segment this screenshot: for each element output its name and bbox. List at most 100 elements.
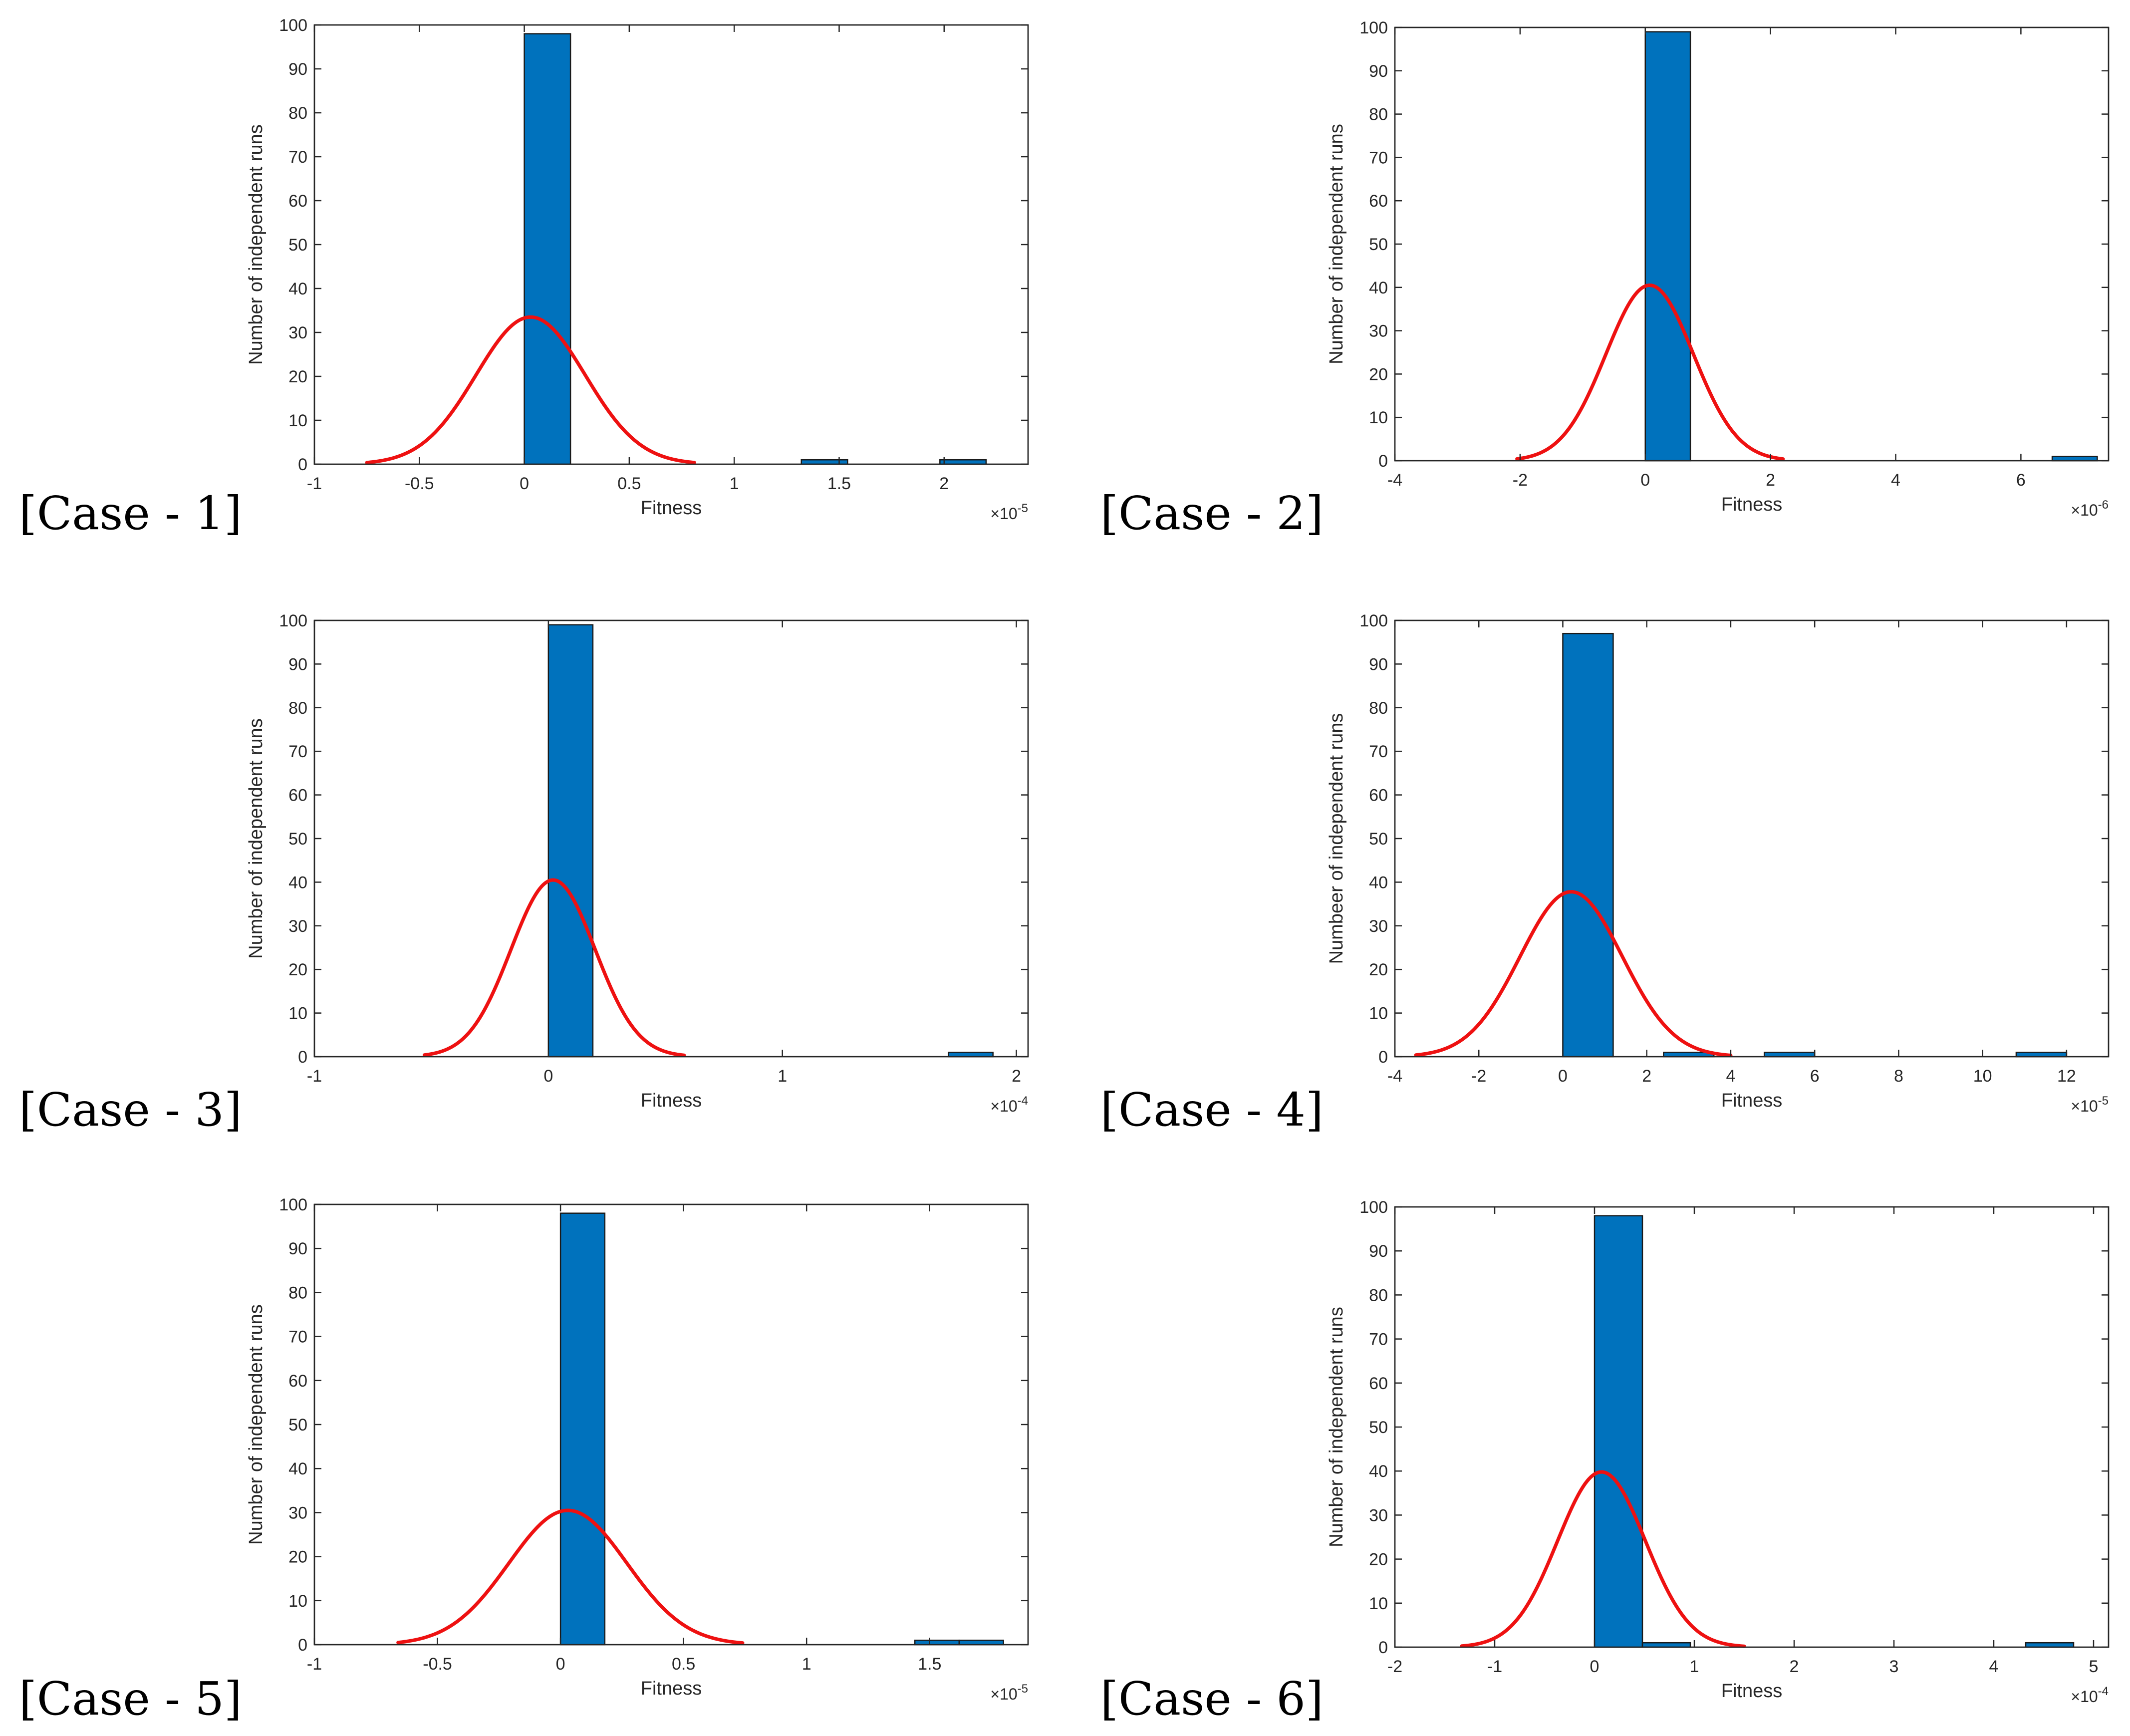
- x-axis-label: Fitness: [1721, 494, 1782, 515]
- y-tick-label: 40: [1369, 873, 1388, 892]
- y-tick-label: 60: [288, 192, 307, 211]
- case-label: [Case - 2]: [1100, 487, 1324, 540]
- y-tick-label: 90: [1369, 655, 1388, 674]
- x-tick-label: 1: [802, 1655, 811, 1674]
- x-axis-exponent: ×10-4: [2071, 1685, 2109, 1706]
- x-tick-label: 0.5: [672, 1655, 695, 1674]
- histogram-bar: [914, 1639, 960, 1646]
- x-tick-label: 0: [543, 1067, 553, 1086]
- y-tick-label: 80: [288, 1283, 307, 1302]
- normal-fit-curve: [422, 878, 686, 1057]
- histogram-bar: [948, 1052, 994, 1058]
- x-tick-label: 1.5: [918, 1655, 941, 1674]
- histogram-bar: [2015, 1052, 2068, 1058]
- y-tick-label: 40: [288, 280, 307, 298]
- y-tick-label: 80: [1369, 699, 1388, 718]
- y-tick-label: 70: [1369, 148, 1388, 167]
- case-label: [Case - 4]: [1100, 1083, 1324, 1137]
- case-label: [Case - 6]: [1100, 1672, 1324, 1726]
- x-tick-label: 0: [520, 474, 529, 493]
- x-axis-exponent: ×10-5: [990, 1682, 1028, 1703]
- y-tick-label: 50: [288, 236, 307, 255]
- y-tick-label: 40: [1369, 279, 1388, 297]
- x-tick-label: 10: [1973, 1067, 1992, 1086]
- chart-case-5: 0 10 20 30 40 50 60 70 80 90 100 -1 -0.5 0 0.5 1 1.5 Fitn…: [246, 1195, 1029, 1703]
- y-tick-label: 100: [1359, 18, 1388, 37]
- y-tick-label: 10: [288, 1004, 307, 1023]
- x-tick-label: 2: [1790, 1657, 1799, 1676]
- y-tick-label: 60: [1369, 786, 1388, 805]
- y-tick-label: 60: [288, 786, 307, 805]
- x-tick-label: 6: [2016, 471, 2026, 490]
- x-tick-label: -0.5: [405, 474, 434, 493]
- histogram-bar: [547, 624, 594, 1058]
- x-tick-label: -1: [307, 1067, 322, 1086]
- y-tick-label: 90: [1369, 62, 1388, 81]
- x-tick-label: 4: [1891, 471, 1900, 490]
- y-axis-label: Number of independent runs: [246, 124, 266, 365]
- histogram-bar: [1644, 31, 1691, 462]
- histogram-bar: [800, 459, 848, 465]
- x-tick-label: 8: [1894, 1067, 1903, 1086]
- normal-fit-curve: [1414, 890, 1733, 1057]
- y-tick-label: 70: [288, 148, 307, 167]
- normal-fit-curve: [1515, 283, 1785, 461]
- histogram-bar: [559, 1212, 606, 1646]
- y-tick-label: 30: [288, 1503, 307, 1522]
- y-tick-label: 100: [279, 611, 307, 630]
- y-tick-label: 30: [1369, 917, 1388, 936]
- case-label: [Case - 5]: [19, 1672, 242, 1726]
- y-tick-label: 0: [298, 455, 307, 474]
- x-axis-exponent: ×10-5: [2071, 1094, 2109, 1115]
- x-tick-label: 2: [1012, 1067, 1021, 1086]
- y-tick-label: 80: [288, 699, 307, 718]
- x-tick-label: 0: [1590, 1657, 1599, 1676]
- x-tick-label: 2: [1642, 1067, 1651, 1086]
- x-tick-label: -1: [307, 1655, 322, 1674]
- x-tick-label: 4: [1726, 1067, 1735, 1086]
- x-tick-label: 0: [1558, 1067, 1568, 1086]
- y-tick-label: 10: [1369, 1004, 1388, 1023]
- x-tick-label: -1: [307, 474, 322, 493]
- y-tick-label: 90: [1369, 1242, 1388, 1261]
- x-tick-label: 4: [1989, 1657, 1999, 1676]
- y-tick-label: 90: [288, 1239, 307, 1258]
- case-label: [Case - 1]: [19, 487, 242, 540]
- y-tick-label: 60: [1369, 1374, 1388, 1393]
- y-tick-label: 20: [288, 1548, 307, 1567]
- y-tick-label: 100: [279, 16, 307, 35]
- plot-area: [313, 1203, 1029, 1646]
- y-tick-label: 100: [1359, 1198, 1388, 1217]
- y-tick-label: 0: [1378, 452, 1388, 471]
- histogram-bar: [1562, 632, 1614, 1058]
- y-tick-label: 20: [1369, 960, 1388, 979]
- y-tick-label: 70: [288, 742, 307, 761]
- case-label: [Case - 3]: [19, 1083, 242, 1137]
- x-tick-label: -2: [1471, 1067, 1486, 1086]
- normal-fit-curve: [1460, 1470, 1746, 1648]
- x-tick-label: 0: [1640, 471, 1650, 490]
- y-tick-label: 20: [1369, 1550, 1388, 1569]
- x-tick-label: 1: [1690, 1657, 1699, 1676]
- histogram-bar: [1594, 1215, 1643, 1648]
- x-tick-label: 6: [1810, 1067, 1820, 1086]
- y-tick-label: 30: [1369, 322, 1388, 341]
- y-tick-label: 60: [288, 1372, 307, 1391]
- normal-fit-curve: [396, 1508, 745, 1645]
- y-tick-label: 40: [288, 873, 307, 892]
- x-tick-label: 2: [1766, 471, 1775, 490]
- x-tick-label: 3: [1889, 1657, 1899, 1676]
- y-tick-label: 30: [1369, 1506, 1388, 1525]
- histogram-bar: [524, 33, 571, 465]
- y-tick-label: 70: [1369, 1330, 1388, 1349]
- y-tick-label: 50: [288, 1416, 307, 1435]
- chart-case-4: 0 10 20 30 40 50 60 70 80 90 100 -4 -2 0 2 4 6 8 10 12 Fitne…: [1326, 611, 2110, 1115]
- x-axis-exponent: ×10-4: [990, 1094, 1028, 1115]
- x-tick-label: 1: [778, 1067, 787, 1086]
- chart-case-1: 0 10 20 30 40 50 60 70 80 90 100 -1 -0.5 0 0.5 1 1.5 2 Fit…: [246, 16, 1029, 523]
- y-tick-label: 0: [1378, 1048, 1388, 1067]
- x-tick-label: -4: [1387, 471, 1402, 490]
- x-axis-exponent: ×10-6: [2071, 498, 2109, 519]
- x-tick-label: -0.5: [423, 1655, 452, 1674]
